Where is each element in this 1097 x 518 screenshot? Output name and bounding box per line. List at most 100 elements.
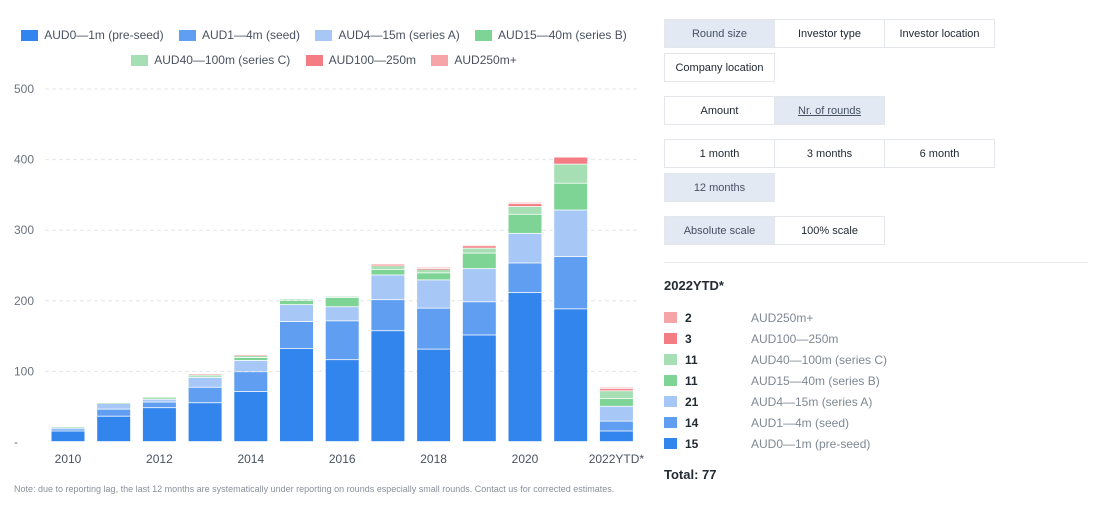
legend-item[interactable]: AUD4—15m (series A)	[315, 24, 460, 47]
bar-segment[interactable]: 2022YTD* — AUD100—250m: 3	[599, 389, 633, 391]
bar-segment[interactable]: 2019 — AUD0—1m (pre-seed): 151	[462, 335, 496, 442]
summary-swatch	[664, 438, 677, 449]
bar-segment[interactable]: 2012 — AUD1—4m (seed): 8	[142, 402, 176, 408]
bar-segment[interactable]: 2020 — AUD1—4m (seed): 42	[508, 263, 542, 293]
nr-of-rounds-button[interactable]: Nr. of rounds	[774, 96, 885, 125]
bar-segment[interactable]: 2015 — AUD40—100m (series C): 2	[280, 299, 313, 300]
bar-segment[interactable]: 2012 — AUD40—100m (series C): 1	[142, 397, 176, 399]
summary-row: 21 AUD4—15m (series A)	[664, 391, 1088, 412]
bar-segment[interactable]: 2017 — AUD4—15m (series A): 35	[371, 275, 405, 300]
legend-item[interactable]: AUD40—100m (series C)	[131, 49, 290, 72]
bar-segment[interactable]: 2021 — AUD0—1m (pre-seed): 188	[554, 309, 588, 442]
bar-segment[interactable]: 2011 — AUD4—15m (series A): 8	[97, 403, 131, 409]
bar-segment[interactable]: 2010 — AUD1—4m (seed): 3	[51, 429, 85, 431]
summary-label: AUD15—40m (series B)	[751, 373, 880, 388]
bar-segment[interactable]: 2015 — AUD1—4m (seed): 38	[280, 321, 313, 349]
bar-segment[interactable]: 2021 — AUD1—4m (seed): 74	[554, 257, 588, 309]
bar-segment[interactable]: 2018 — AUD250m+: 2	[417, 267, 451, 269]
summary-count: 21	[685, 394, 699, 409]
bar-segment[interactable]: 2012 — AUD4—15m (series A): 4	[142, 399, 176, 402]
bar-segment[interactable]: 2018 — AUD100—250m: 1	[417, 269, 451, 270]
bar-segment[interactable]: 2010 — AUD0—1m (pre-seed): 15	[51, 431, 85, 442]
bar-segment[interactable]: 2011 — AUD1—4m (seed): 10	[97, 409, 131, 416]
bar-segment[interactable]: 2020 — AUD15—40m (series B): 27	[508, 214, 542, 233]
bar-segment[interactable]: 2014 — AUD15—40m (series B): 4	[234, 357, 268, 361]
bar-segment[interactable]: 2011 — AUD0—1m (pre-seed): 36	[97, 416, 131, 442]
bar-segment[interactable]: 2016 — AUD40—100m (series C): 2	[325, 296, 359, 298]
bar-segment[interactable]: 2021 — AUD4—15m (series A): 66	[554, 210, 588, 257]
bar-segment[interactable]: 2015 — AUD4—15m (series A): 24	[280, 305, 313, 322]
company-location-button[interactable]: Company location	[664, 53, 775, 82]
bar-segment[interactable]: 2017 — AUD1—4m (seed): 44	[371, 300, 405, 331]
bar-segment[interactable]: 2021 — AUD40—100m (series C): 27	[554, 164, 588, 183]
bar-segment[interactable]: 2022YTD* — AUD1—4m (seed): 14	[599, 421, 633, 431]
bar-segment[interactable]: 2019 — AUD15—40m (series B): 22	[462, 253, 496, 269]
bar-segment[interactable]: 2016 — AUD1—4m (seed): 55	[325, 321, 359, 360]
bar-segment[interactable]: 2014 — AUD1—4m (seed): 28	[234, 372, 268, 392]
x-tick-label: 2020	[512, 452, 539, 466]
legend-item[interactable]: AUD15—40m (series B)	[475, 24, 627, 47]
bar-segment[interactable]: 2019 — AUD1—4m (seed): 47	[462, 302, 496, 335]
bar-segment[interactable]: 2013 — AUD1—4m (seed): 22	[188, 387, 222, 403]
bar-segment[interactable]: 2013 — AUD15—40m (series B): 2	[188, 376, 222, 377]
bar-segment[interactable]: 2010 — AUD40—100m (series C): 1	[51, 427, 85, 428]
bar-segment[interactable]: 2013 — AUD250m+: 1	[188, 374, 222, 375]
bar-segment[interactable]: 2022YTD* — AUD4—15m (series A): 21	[599, 406, 633, 421]
legend-item[interactable]: AUD1—4m (seed)	[178, 24, 300, 47]
legend-item[interactable]: AUD100—250m	[305, 49, 416, 72]
period-12-months-button[interactable]: 12 months	[664, 173, 775, 202]
bar-segment[interactable]: 2015 — AUD15—40m (series B): 6	[280, 300, 313, 305]
bar-segment[interactable]: 2020 — AUD40—100m (series C): 11	[508, 206, 542, 214]
bar-segment[interactable]: 2013 — AUD0—1m (pre-seed): 55	[188, 403, 222, 442]
bar-segment[interactable]: 2016 — AUD4—15m (series A): 20	[325, 307, 359, 321]
bar-segment[interactable]: 2012 — AUD15—40m (series B): 2	[142, 398, 176, 399]
amount-button[interactable]: Amount	[664, 96, 775, 125]
round-size-button[interactable]: Round size	[664, 19, 775, 48]
percent-scale-button[interactable]: 100% scale	[774, 216, 885, 245]
bar-segment[interactable]: 2013 — AUD40—100m (series C): 2	[188, 374, 222, 376]
bar-segment[interactable]: 2015 — AUD0—1m (pre-seed): 132	[280, 348, 313, 442]
bar-segment[interactable]: 2018 — AUD0—1m (pre-seed): 131	[417, 349, 451, 442]
bar-segment[interactable]: 2017 — AUD0—1m (pre-seed): 157	[371, 331, 405, 442]
bar-segment[interactable]: 2022YTD* — AUD40—100m (series C): 11	[599, 391, 633, 399]
bar-segment[interactable]: 2014 — AUD40—100m (series C): 3	[234, 355, 268, 358]
absolute-scale-button[interactable]: Absolute scale	[664, 216, 775, 245]
bar-segment[interactable]: 2019 — AUD40—100m (series C): 7	[462, 248, 496, 253]
bar-segment[interactable]: 2016 — AUD0—1m (pre-seed): 116	[325, 360, 359, 442]
bar-segment[interactable]: 2011 — AUD40—100m (series C): 1	[97, 403, 131, 404]
investor-location-button[interactable]: Investor location	[884, 19, 995, 48]
investor-type-button[interactable]: Investor type	[774, 19, 885, 48]
bar-segment[interactable]: 2014 — AUD4—15m (series A): 16	[234, 360, 268, 372]
legend-item[interactable]: AUD0—1m (pre-seed)	[21, 24, 164, 47]
bar-segment[interactable]: 2017 — AUD40—100m (series C): 5	[371, 266, 405, 269]
bar-segment[interactable]: 2017 — AUD250m+: 2	[371, 264, 405, 265]
bar-segment[interactable]: 2020 — AUD100—250m: 4	[508, 204, 542, 207]
bar-segment[interactable]: 2010 — AUD4—15m (series A): 2	[51, 427, 85, 429]
bar-segment[interactable]: 2014 — AUD250m+: 1	[234, 355, 268, 356]
bar-segment[interactable]: 2020 — AUD4—15m (series A): 42	[508, 233, 542, 263]
bar-segment[interactable]: 2017 — AUD15—40m (series B): 8	[371, 269, 405, 275]
bar-segment[interactable]: 2022YTD* — AUD15—40m (series B): 11	[599, 398, 633, 406]
bar-segment[interactable]: 2019 — AUD250m+: 1	[462, 245, 496, 247]
bar-segment[interactable]: 2016 — AUD15—40m (series B): 13	[325, 297, 359, 307]
bar-segment[interactable]: 2020 — AUD0—1m (pre-seed): 211	[508, 293, 542, 442]
bar-segment[interactable]: 2018 — AUD15—40m (series B): 10	[417, 273, 451, 280]
period-6-month-button[interactable]: 6 month	[884, 139, 995, 168]
bar-segment[interactable]: 2020 — AUD250m+: 2	[508, 202, 542, 204]
bar-segment[interactable]: 2019 — AUD100—250m: 3	[462, 246, 496, 248]
bar-segment[interactable]: 2018 — AUD1—4m (seed): 58	[417, 308, 451, 349]
bar-segment[interactable]: 2022YTD* — AUD250m+: 2	[599, 387, 633, 389]
bar-segment[interactable]: 2019 — AUD4—15m (series A): 47	[462, 269, 496, 302]
bar-segment[interactable]: 2021 — AUD100—250m: 10	[554, 157, 588, 164]
bar-segment[interactable]: 2022YTD* — AUD0—1m (pre-seed): 15	[599, 431, 633, 442]
bar-segment[interactable]: 2021 — AUD15—40m (series B): 38	[554, 183, 588, 210]
period-1-month-button[interactable]: 1 month	[664, 139, 775, 168]
bar-segment[interactable]: 2018 — AUD40—100m (series C): 5	[417, 269, 451, 273]
bar-segment[interactable]: 2014 — AUD0—1m (pre-seed): 71	[234, 391, 268, 442]
legend-item[interactable]: AUD250m+	[431, 49, 517, 72]
period-3-months-button[interactable]: 3 months	[774, 139, 885, 168]
bar-segment[interactable]: 2017 — AUD100—250m: 1	[371, 265, 405, 267]
bar-segment[interactable]: 2013 — AUD4—15m (series A): 14	[188, 377, 222, 387]
bar-segment[interactable]: 2018 — AUD4—15m (series A): 40	[417, 280, 451, 308]
bar-segment[interactable]: 2012 — AUD0—1m (pre-seed): 48	[142, 408, 176, 442]
